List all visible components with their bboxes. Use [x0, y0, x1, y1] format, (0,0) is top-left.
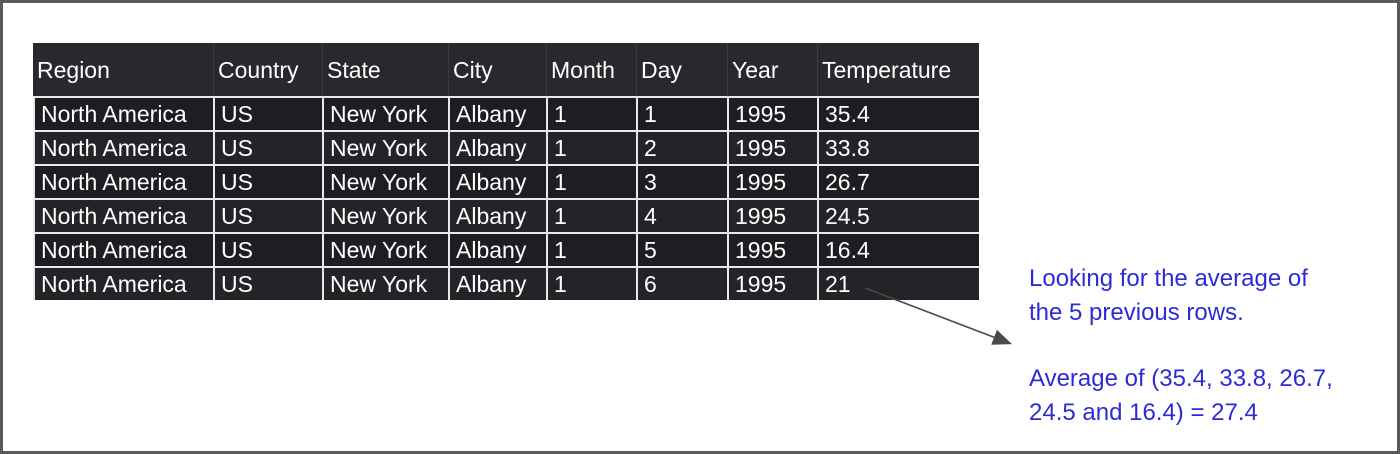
- table-header-row: Region Country State City Month Day Year…: [33, 43, 979, 96]
- table-row[interactable]: North America US New York Albany 1 6 199…: [33, 268, 979, 300]
- annotation-line: Average of (35.4, 33.8, 26.7,: [1029, 365, 1333, 392]
- row-divider: [33, 96, 979, 98]
- data-table: Region Country State City Month Day Year…: [33, 43, 979, 300]
- row-divider: [33, 266, 979, 268]
- cell-year[interactable]: 1995: [727, 234, 817, 266]
- cell-year[interactable]: 1995: [727, 268, 817, 300]
- cell-state[interactable]: New York: [322, 98, 448, 130]
- column-header-region[interactable]: Region: [37, 57, 110, 83]
- cell-state[interactable]: New York: [322, 234, 448, 266]
- annotation-line: 24.5 and 16.4) = 27.4: [1029, 399, 1258, 426]
- row-divider: [33, 198, 979, 200]
- annotation-question: Looking for the average of the 5 previou…: [1029, 262, 1389, 330]
- cell-day[interactable]: 3: [636, 166, 727, 198]
- cell-temperature[interactable]: 33.8: [817, 132, 979, 164]
- cell-day[interactable]: 5: [636, 234, 727, 266]
- cell-region[interactable]: North America: [33, 166, 213, 198]
- cell-state[interactable]: New York: [322, 268, 448, 300]
- cell-month[interactable]: 1: [546, 234, 636, 266]
- cell-city[interactable]: Albany: [448, 234, 546, 266]
- cell-city[interactable]: Albany: [448, 132, 546, 164]
- cell-country[interactable]: US: [213, 132, 322, 164]
- table-row[interactable]: North America US New York Albany 1 2 199…: [33, 132, 979, 164]
- row-divider: [33, 130, 979, 132]
- cell-city[interactable]: Albany: [448, 268, 546, 300]
- annotation-answer: Average of (35.4, 33.8, 26.7, 24.5 and 1…: [1029, 362, 1389, 430]
- cell-region[interactable]: North America: [33, 268, 213, 300]
- column-header-month[interactable]: Month: [546, 43, 636, 96]
- cell-temperature[interactable]: 21: [817, 268, 979, 300]
- cell-temperature[interactable]: 24.5: [817, 200, 979, 232]
- column-header-country[interactable]: Country: [213, 43, 322, 96]
- column-header-city[interactable]: City: [448, 43, 546, 96]
- row-divider: [33, 232, 979, 234]
- cell-month[interactable]: 1: [546, 98, 636, 130]
- cell-year[interactable]: 1995: [727, 98, 817, 130]
- cell-temperature[interactable]: 35.4: [817, 98, 979, 130]
- table-row[interactable]: North America US New York Albany 1 1 199…: [33, 98, 979, 130]
- cell-day[interactable]: 6: [636, 268, 727, 300]
- cell-region[interactable]: North America: [33, 234, 213, 266]
- cell-temperature[interactable]: 26.7: [817, 166, 979, 198]
- column-header-temperature[interactable]: Temperature: [817, 43, 979, 96]
- column-header-state[interactable]: State: [322, 43, 448, 96]
- cell-state[interactable]: New York: [322, 166, 448, 198]
- column-header-year[interactable]: Year: [727, 43, 817, 96]
- cell-country[interactable]: US: [213, 200, 322, 232]
- cell-day[interactable]: 2: [636, 132, 727, 164]
- cell-country[interactable]: US: [213, 166, 322, 198]
- cell-year[interactable]: 1995: [727, 166, 817, 198]
- annotation-line: the 5 previous rows.: [1029, 299, 1244, 326]
- cell-year[interactable]: 1995: [727, 132, 817, 164]
- cell-month[interactable]: 1: [546, 268, 636, 300]
- cell-state[interactable]: New York: [322, 132, 448, 164]
- table-row[interactable]: North America US New York Albany 1 4 199…: [33, 200, 979, 232]
- cell-city[interactable]: Albany: [448, 166, 546, 198]
- table-row[interactable]: North America US New York Albany 1 5 199…: [33, 234, 979, 266]
- cell-country[interactable]: US: [213, 234, 322, 266]
- cell-region[interactable]: North America: [33, 132, 213, 164]
- cell-country[interactable]: US: [213, 98, 322, 130]
- cell-region[interactable]: North America: [33, 200, 213, 232]
- cell-month[interactable]: 1: [546, 200, 636, 232]
- cell-country[interactable]: US: [213, 268, 322, 300]
- cell-month[interactable]: 1: [546, 166, 636, 198]
- annotation-arrow: [864, 287, 1012, 345]
- cell-city[interactable]: Albany: [448, 98, 546, 130]
- cell-region[interactable]: North America: [33, 98, 213, 130]
- table-row[interactable]: North America US New York Albany 1 3 199…: [33, 166, 979, 198]
- cell-state[interactable]: New York: [322, 200, 448, 232]
- cell-day[interactable]: 1: [636, 98, 727, 130]
- cell-day[interactable]: 4: [636, 200, 727, 232]
- column-header-day[interactable]: Day: [636, 43, 727, 96]
- cell-temperature[interactable]: 16.4: [817, 234, 979, 266]
- cell-year[interactable]: 1995: [727, 200, 817, 232]
- row-divider: [33, 164, 979, 166]
- cell-city[interactable]: Albany: [448, 200, 546, 232]
- annotation-line: Looking for the average of: [1029, 265, 1308, 292]
- cell-month[interactable]: 1: [546, 132, 636, 164]
